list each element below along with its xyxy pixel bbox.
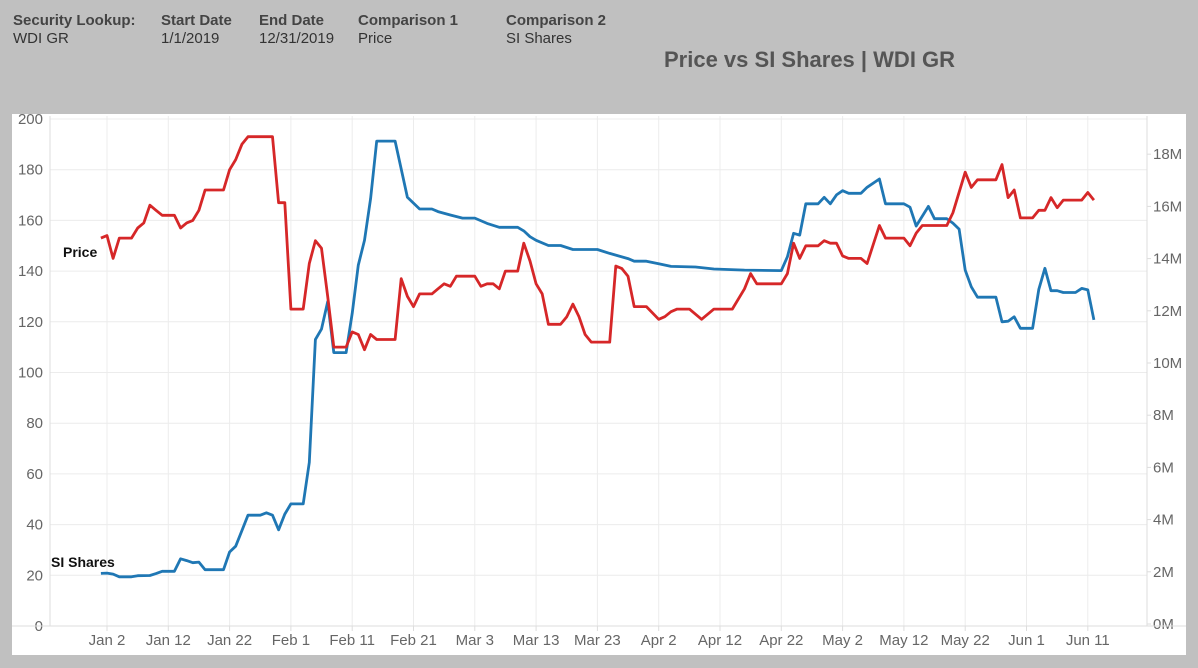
y-right-tick-label: 2M [1153, 564, 1174, 581]
x-tick-label: May 12 [879, 632, 928, 649]
x-tick-label: Feb 11 [329, 632, 375, 649]
x-tick-label: Apr 22 [759, 632, 803, 649]
filter-value[interactable]: Price [358, 30, 393, 47]
y-left-tick-label: 80 [26, 415, 43, 432]
x-tick-label: Mar 13 [513, 632, 560, 649]
filter-label: Start Date [161, 12, 232, 29]
y-left-tick-label: 100 [18, 365, 43, 382]
filter-label: Comparison 2 [506, 12, 607, 29]
filter-label: Comparison 1 [358, 12, 459, 29]
x-tick-label: Jun 1 [1008, 632, 1045, 649]
y-left-tick-label: 120 [18, 314, 43, 331]
x-tick-label: Feb 1 [272, 632, 310, 649]
y-right-tick-label: 16M [1153, 198, 1182, 215]
y-right-tick-label: 14M [1153, 251, 1182, 268]
series-label-price: Price [63, 244, 97, 260]
x-tick-label: Mar 23 [574, 632, 621, 649]
y-right-tick-label: 18M [1153, 146, 1182, 163]
y-left-tick-label: 160 [18, 212, 43, 229]
y-right-tick-label: 10M [1153, 355, 1182, 372]
y-left-tick-label: 180 [18, 162, 43, 179]
y-left-tick-label: 200 [18, 111, 43, 128]
filter-value[interactable]: 1/1/2019 [161, 30, 220, 47]
y-left-tick-label: 140 [18, 263, 43, 280]
filter-value[interactable]: WDI GR [13, 30, 69, 47]
filter-end-date[interactable]: End Date 12/31/2019 [259, 12, 334, 48]
filter-security-lookup[interactable]: Security Lookup: WDI GR [13, 12, 136, 48]
x-tick-label: Jan 22 [207, 632, 252, 649]
series-label-si-shares: SI Shares [51, 554, 115, 570]
filter-label: End Date [259, 12, 325, 29]
y-right-tick-label: 8M [1153, 407, 1174, 424]
x-tick-label: May 22 [941, 632, 990, 649]
filter-value[interactable]: SI Shares [506, 30, 572, 47]
y-right-tick-label: 0M [1153, 616, 1174, 633]
x-tick-label: Apr 2 [641, 632, 677, 649]
y-left-tick-label: 40 [26, 517, 43, 534]
y-right-tick-label: 12M [1153, 303, 1182, 320]
series-line-si-shares [100, 139, 1096, 579]
x-tick-label: Jan 2 [89, 632, 126, 649]
chart-panel [12, 114, 1186, 655]
x-tick-label: Mar 3 [456, 632, 494, 649]
series-line-price [100, 135, 1095, 352]
filter-label: Security Lookup: [13, 12, 136, 29]
y-right-tick-label: 4M [1153, 512, 1174, 529]
x-tick-label: Feb 21 [390, 632, 437, 649]
x-tick-label: May 2 [822, 632, 863, 649]
y-left-tick-label: 60 [26, 466, 43, 483]
x-tick-label: Jun 11 [1066, 632, 1110, 649]
chart-title: Price vs SI Shares | WDI GR [664, 47, 956, 72]
filter-start-date[interactable]: Start Date 1/1/2019 [161, 12, 232, 48]
filter-value[interactable]: 12/31/2019 [259, 30, 335, 47]
filter-comparison-2[interactable]: Comparison 2 SI Shares [506, 12, 606, 48]
y-left-tick-label: 20 [26, 567, 43, 584]
x-tick-label: Apr 12 [698, 632, 742, 649]
x-tick-label: Jan 12 [146, 632, 191, 649]
filter-comparison-1[interactable]: Comparison 1 Price [358, 12, 458, 48]
y-right-tick-label: 6M [1153, 459, 1174, 476]
